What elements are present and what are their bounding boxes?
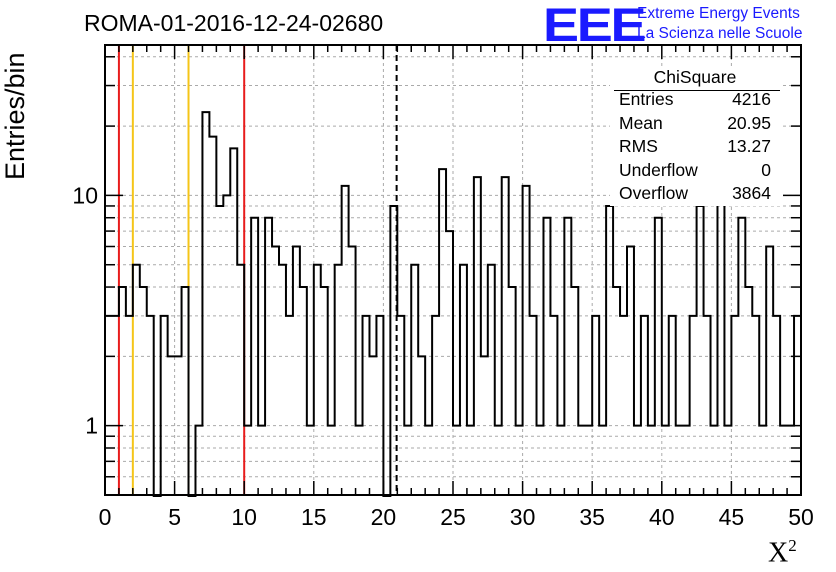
- y-tick-label: 1: [85, 413, 98, 439]
- stats-row-mean: Mean 20.95: [619, 112, 771, 133]
- x-tick-label: 45: [719, 504, 745, 530]
- x-tick-label: 5: [168, 504, 181, 530]
- x-tick-label: 35: [579, 504, 605, 530]
- tick-labels: 0 5 10 15 20 25 30 35 40 45 50 1 10: [72, 182, 813, 530]
- stats-divider: [614, 90, 780, 91]
- stats-row-overflow: Overflow 3864: [619, 183, 771, 203]
- stats-title: ChiSquare: [653, 67, 737, 87]
- plot-title: ROMA-01-2016-12-24-02680: [84, 10, 384, 36]
- logo-line-2: La Scienza nelle Scuole: [637, 25, 803, 42]
- x-tick-label: 40: [649, 504, 675, 530]
- y-axis-label: Entries/bin: [0, 52, 30, 180]
- x-tick-label: 20: [371, 504, 397, 530]
- x-tick-label: 0: [99, 504, 112, 530]
- x-axis-label: X2: [768, 536, 797, 569]
- x-tick-label: 10: [231, 504, 257, 530]
- x-tick-label: 15: [301, 504, 327, 530]
- eee-logo: EEE: [543, 0, 647, 51]
- x-tick-label: 30: [510, 504, 536, 530]
- y-tick-label: 10: [72, 182, 98, 208]
- axis-ticks: [104, 45, 802, 496]
- histogram-series: [104, 111, 802, 497]
- x-tick-label: 25: [440, 504, 466, 530]
- x-tick-label: 50: [788, 504, 814, 530]
- stats-row-entries: Entries 4216: [619, 89, 771, 109]
- logo-line-1: Extreme Energy Events: [637, 5, 800, 22]
- stats-row-underflow: Underflow 0: [619, 159, 771, 180]
- stats-box: ChiSquare Entries 4216 Mean 20.95 RMS 13.27…: [610, 66, 780, 206]
- stats-row-rms: RMS 13.27: [619, 136, 771, 156]
